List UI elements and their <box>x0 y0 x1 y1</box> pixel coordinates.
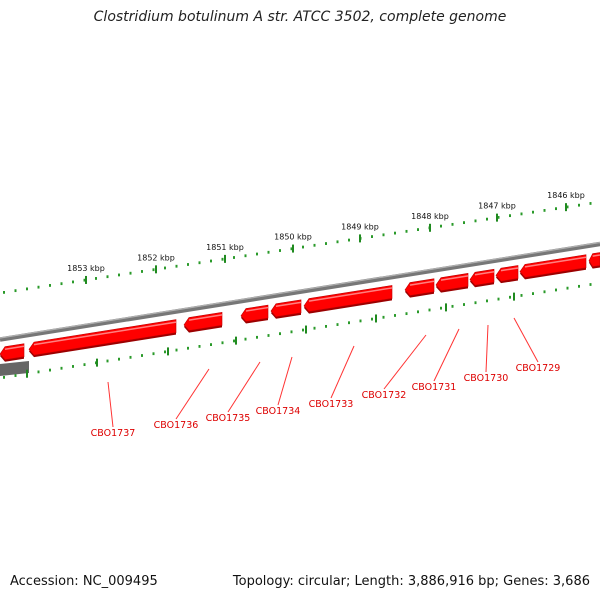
gene-label[interactable]: CBO1732 <box>362 390 407 401</box>
kbp-label: 1850 kbp <box>274 233 312 242</box>
kbp-label-layer: 1846 kbp 1847 kbp 1848 kbp 1849 kbp 1850 kbp… <box>67 191 585 273</box>
gene-arrow-highlight <box>308 287 393 302</box>
gene-leader-line <box>383 334 427 390</box>
kbp-label: 1846 kbp <box>547 191 585 200</box>
gene-label[interactable]: CBO1736 <box>154 420 199 431</box>
gene-label[interactable]: CBO1729 <box>516 363 561 374</box>
gene-leader-line <box>513 317 539 363</box>
inner-tick-track <box>3 283 592 379</box>
gene-arrow-layer <box>0 252 600 361</box>
gene-label-layer: CBO1729 CBO1730 CBO1731 CBO1732 CBO1733 CBO17… <box>91 363 561 439</box>
contig-segment <box>0 361 29 376</box>
gene-leader-line <box>277 356 293 406</box>
gene-leader-line <box>433 328 460 382</box>
gene-arrow-highlight <box>524 256 587 268</box>
kbp-label: 1851 kbp <box>206 243 244 252</box>
gene-arrow-highlight <box>474 271 495 276</box>
gene-arrow-highlight <box>440 275 469 281</box>
gene-leader-line <box>330 345 355 399</box>
outer-tick-track <box>3 202 592 294</box>
gene-leader-line <box>227 361 261 413</box>
gene-arrow-highlight <box>500 267 519 272</box>
kbp-label: 1853 kbp <box>67 264 105 273</box>
gene-label[interactable]: CBO1733 <box>309 399 354 410</box>
gene-label[interactable]: CBO1735 <box>206 413 251 424</box>
gene-arrow-highlight <box>592 254 600 257</box>
genome-info-text: Topology: circular; Length: 3,886,916 bp… <box>232 574 590 589</box>
gene-arrow-highlight <box>275 301 302 308</box>
genome-backbone <box>0 241 600 376</box>
gene-leader-layer <box>107 317 539 428</box>
gene-leader-line <box>485 324 489 373</box>
gene-label[interactable]: CBO1734 <box>256 406 301 417</box>
gene-arrow-highlight <box>409 280 435 286</box>
gene-arrow-highlight <box>33 321 177 346</box>
gene-leader-line <box>175 368 210 420</box>
gene-label[interactable]: CBO1737 <box>91 428 136 439</box>
backbone-highlight <box>0 241 600 339</box>
gene-arrow-highlight <box>245 306 269 312</box>
backbone-line <box>0 241 600 342</box>
kbp-label: 1852 kbp <box>137 253 175 262</box>
gene-arrow-highlight <box>188 314 223 321</box>
accession-text: Accession: NC_009495 <box>10 574 158 589</box>
kbp-label: 1847 kbp <box>478 202 516 211</box>
kbp-label: 1848 kbp <box>411 212 449 221</box>
kbp-label: 1849 kbp <box>341 222 379 231</box>
gene-label[interactable]: CBO1730 <box>464 373 509 384</box>
map-title: Clostridium botulinum A str. ATCC 3502, … <box>93 9 507 25</box>
gene-arrow-highlight <box>4 345 25 350</box>
gene-leader-line <box>107 381 114 428</box>
gene-label[interactable]: CBO1731 <box>412 382 457 393</box>
